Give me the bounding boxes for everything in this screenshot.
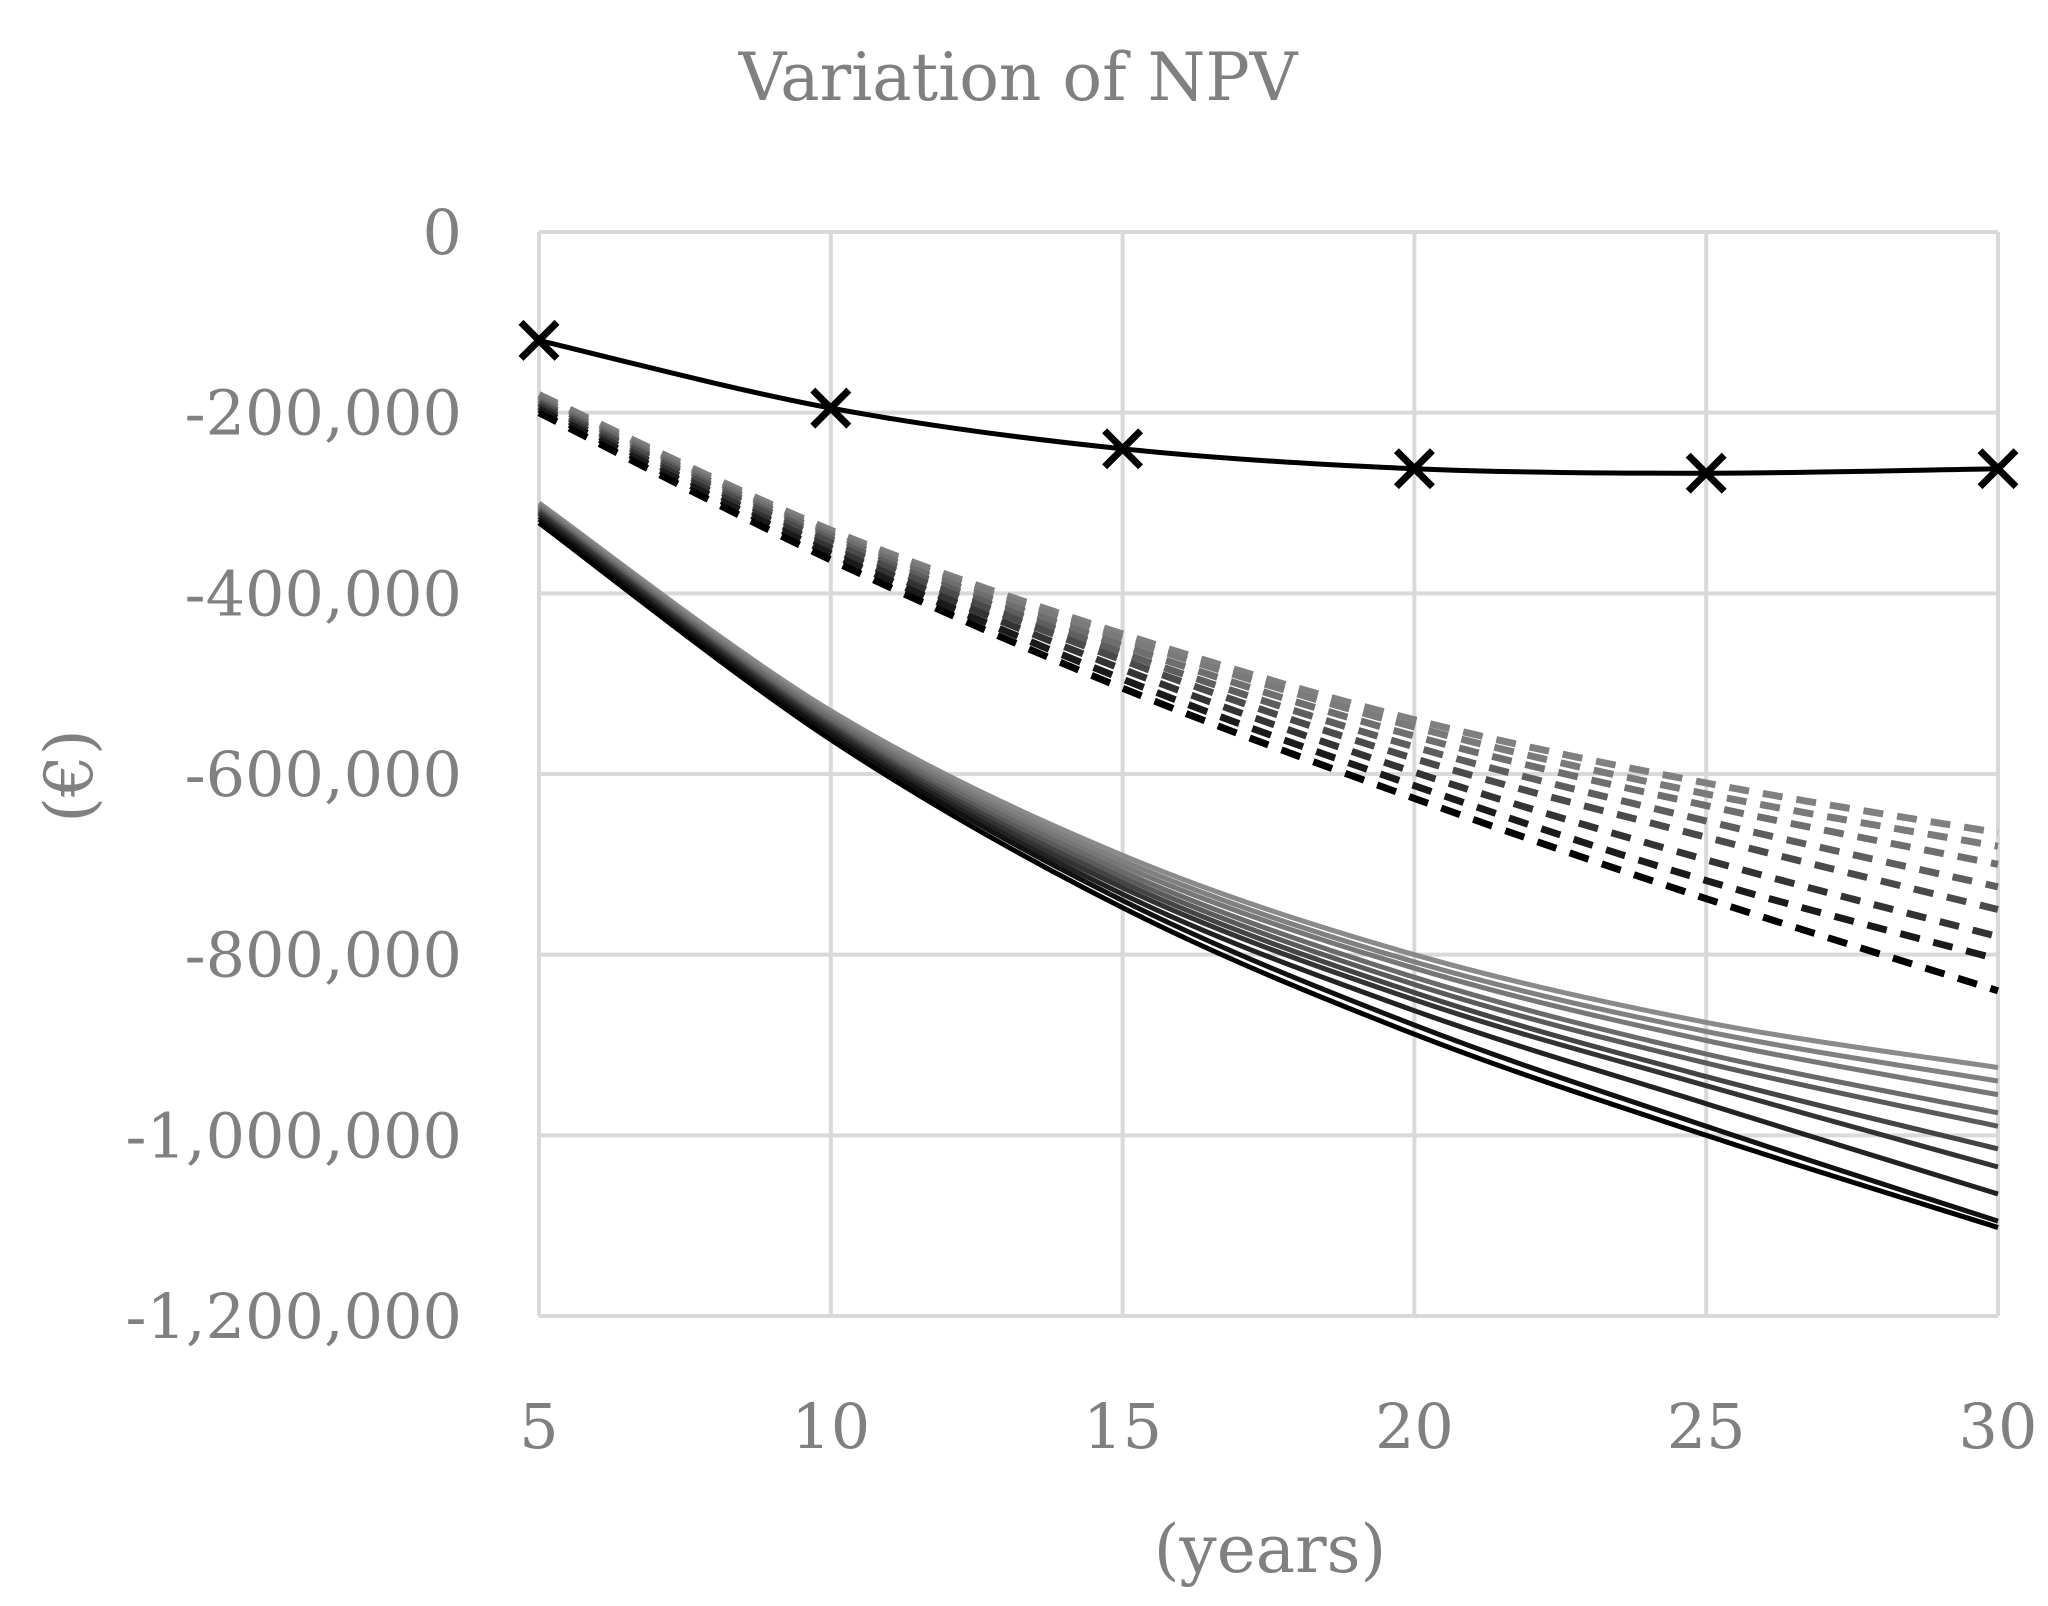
x-marker (1393, 448, 1435, 490)
series-line (537, 403, 1999, 940)
series-layer (518, 319, 2019, 1230)
y-tick-label: -600,000 (185, 738, 462, 811)
y-tick-label: -800,000 (185, 919, 462, 992)
y-tick-label: -200,000 (185, 377, 462, 450)
x-tick-label: 10 (791, 1390, 870, 1463)
x-tick-label: 5 (519, 1390, 558, 1463)
x-tick-label: 15 (1083, 1390, 1162, 1463)
x-axis-label: (years) (1154, 1511, 1387, 1588)
x-tick-label: 25 (1667, 1390, 1746, 1463)
y-tick-label: -1,200,000 (126, 1280, 463, 1353)
y-tick-label: 0 (423, 196, 462, 269)
x-marker (1977, 448, 2019, 490)
y-axis-label: (€) (31, 729, 108, 823)
series-line (537, 506, 1999, 1116)
series-line (537, 514, 1999, 1197)
series-line (537, 409, 2000, 995)
series-line (537, 400, 1999, 913)
series-line (537, 500, 1999, 1071)
x-marker (810, 387, 852, 429)
x-tick-label: 30 (1959, 1390, 2038, 1463)
series-line (538, 337, 1999, 476)
y-axis-ticks: 0 -200,000 -400,000 -600,000 -800,000 -1,000,… (126, 196, 463, 1353)
series-line (537, 405, 1999, 963)
chart-title: Variation of NPV (738, 39, 1299, 116)
x-marker (518, 319, 560, 361)
y-tick-label: -400,000 (185, 557, 462, 630)
series-line (537, 393, 1999, 850)
x-marker (1685, 452, 1727, 494)
series-line (537, 520, 1999, 1230)
x-marker (1102, 428, 1144, 470)
y-tick-label: -1,000,000 (126, 1099, 463, 1172)
series-line (537, 517, 1999, 1224)
x-axis-ticks: 5 10 15 20 25 30 (519, 1390, 2037, 1463)
x-tick-label: 20 (1375, 1390, 1454, 1463)
